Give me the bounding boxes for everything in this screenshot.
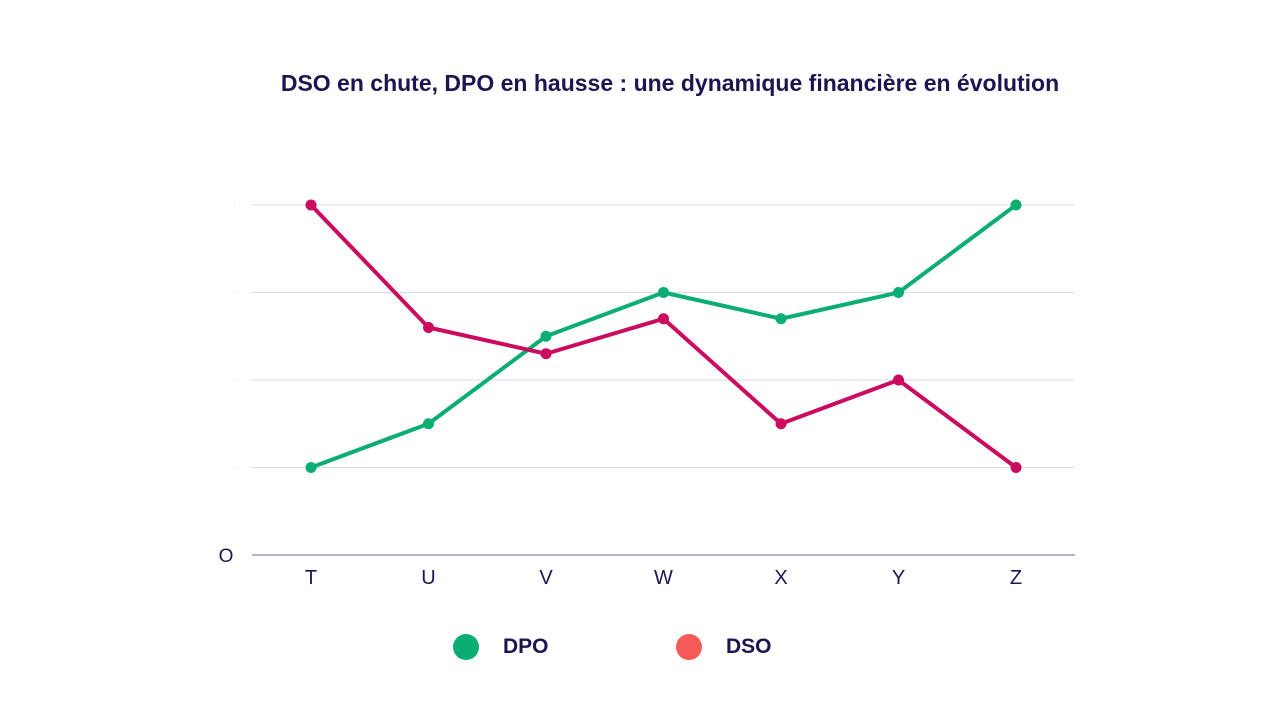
- point-dpo-V: [540, 330, 552, 342]
- series-line-dpo: [309, 203, 1018, 470]
- series-lines: [309, 203, 1018, 470]
- x-tick-label-Y: Y: [892, 567, 905, 589]
- legend-item-dpo: DPO: [453, 632, 549, 662]
- point-dso-Y: [893, 374, 904, 386]
- point-dso-V: [540, 348, 552, 360]
- point-dpo-T: [305, 462, 317, 473]
- x-tick-label-X: X: [774, 567, 787, 589]
- legend-item-dso: DSO: [676, 632, 772, 662]
- legend-label-dso: DSO: [726, 635, 772, 658]
- x-tick-label-V: V: [539, 567, 553, 589]
- x-tick-label-Z: Z: [1010, 567, 1022, 589]
- legend-label-dpo: DPO: [503, 635, 549, 658]
- point-dso-W: [658, 313, 669, 325]
- point-dpo-X: [775, 313, 787, 325]
- point-dpo-Z: [1010, 199, 1022, 211]
- point-dpo-W: [658, 287, 669, 298]
- axes: [234, 204, 1075, 556]
- chart-title: DSO en chute, DPO en hausse : une dynami…: [280, 70, 1060, 96]
- series-points: [305, 199, 1022, 473]
- point-dpo-U: [423, 418, 434, 430]
- x-tick-label-U: U: [421, 567, 435, 589]
- grid-lines: [252, 204, 1075, 468]
- x-tick-label-W: W: [654, 567, 673, 589]
- point-dso-T: [305, 199, 317, 211]
- y-origin-label: O: [219, 546, 234, 567]
- point-dso-X: [775, 418, 787, 430]
- tick-labels: O T U V W X Y Z: [219, 546, 1023, 589]
- legend-swatch-dpo: [453, 634, 479, 660]
- x-tick-label-T: T: [305, 567, 317, 589]
- point-dso-Z: [1010, 462, 1022, 473]
- point-dso-U: [423, 322, 434, 333]
- point-dpo-Y: [893, 287, 904, 298]
- legend-swatch-dso: [676, 634, 702, 660]
